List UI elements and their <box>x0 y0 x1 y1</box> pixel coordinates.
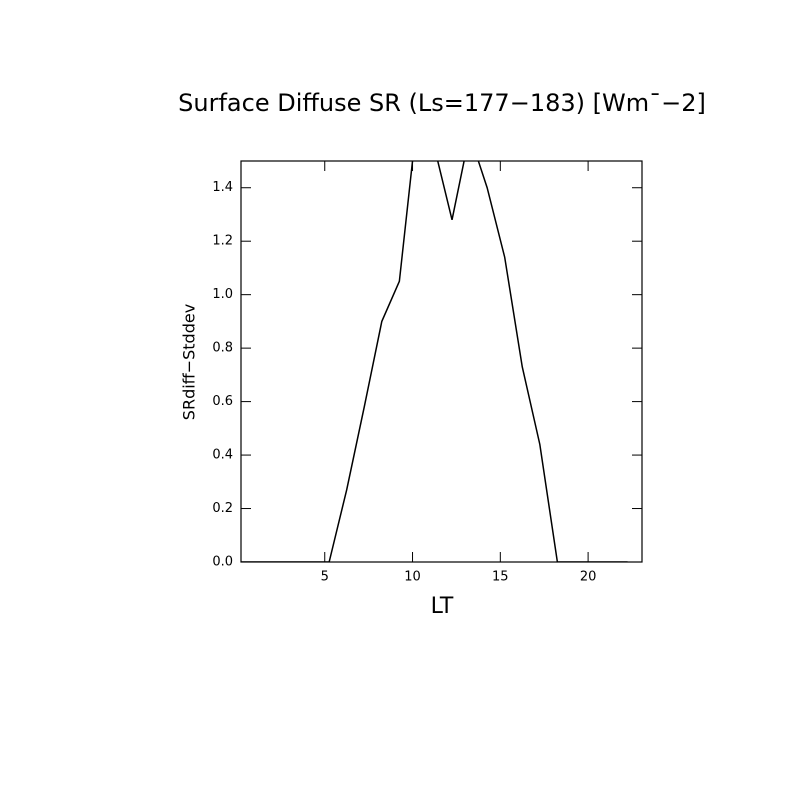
plot-frame <box>240 160 643 563</box>
x-tick-label: 10 <box>404 570 421 585</box>
chart-title: Surface Diffuse SR (Ls=177−183) [Wm¯−2] <box>178 89 706 117</box>
x-axis-label: LT <box>431 594 454 619</box>
y-tick-label: 0.4 <box>212 448 233 463</box>
x-tick-label: 20 <box>580 570 597 585</box>
x-tick-label: 5 <box>321 570 329 585</box>
y-tick-label: 0.0 <box>212 555 233 570</box>
y-tick-label: 1.0 <box>212 287 233 302</box>
y-tick-label: 1.4 <box>212 180 233 195</box>
y-tick-label: 0.2 <box>212 501 233 516</box>
y-tick-label: 1.2 <box>212 234 233 249</box>
y-tick-label: 0.6 <box>212 394 233 409</box>
y-axis-label: SRdiff−Stddev <box>180 304 199 420</box>
y-tick-label: 0.8 <box>212 341 233 356</box>
x-tick-label: 15 <box>492 570 509 585</box>
